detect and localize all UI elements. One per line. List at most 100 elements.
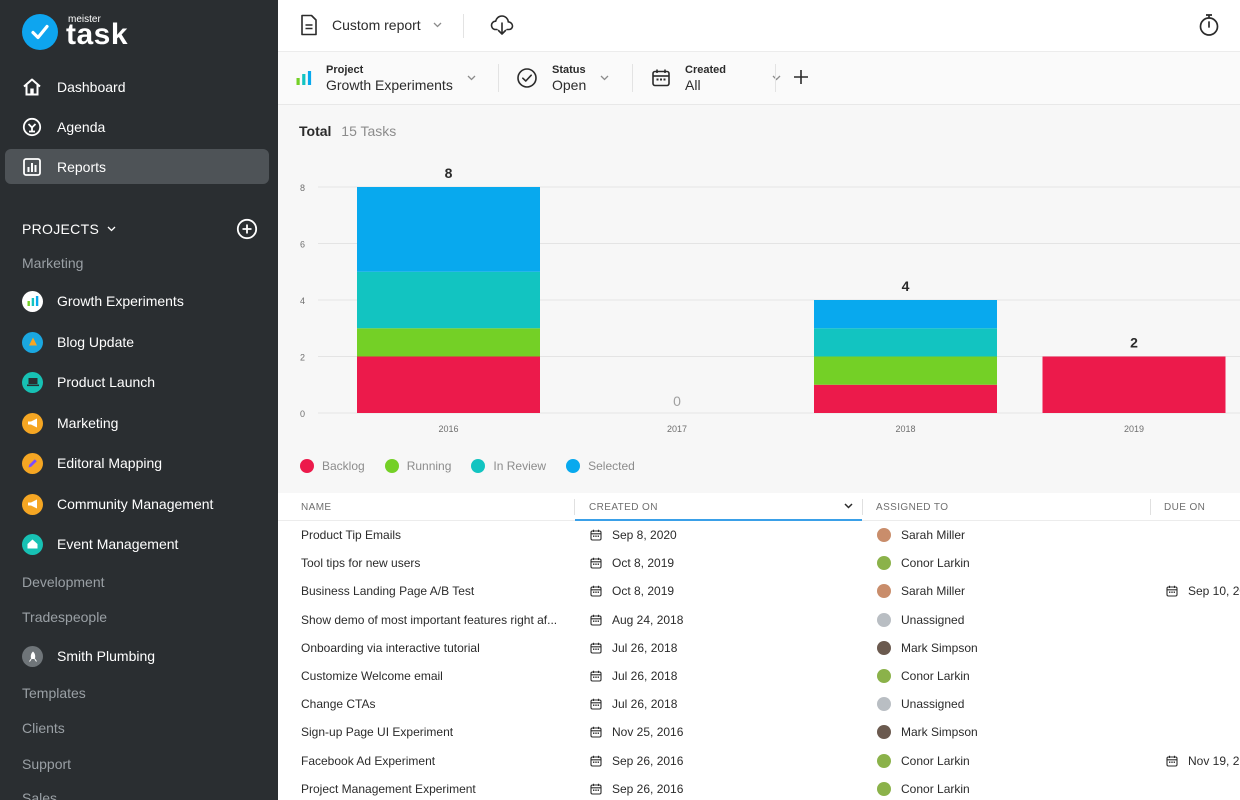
project-blog-update[interactable]: Blog Update (22, 329, 262, 355)
report-selector[interactable]: Custom report (300, 14, 442, 36)
assignee[interactable]: Conor Larkin (877, 753, 970, 768)
check-circle-icon (516, 67, 538, 89)
project-marketing[interactable]: Marketing (22, 410, 262, 436)
table-row[interactable]: Sign-up Page UI Experiment Nov 25, 2016 Ma… (278, 718, 1240, 746)
column-header-due[interactable]: DUE ON (1164, 502, 1206, 513)
project-event-management[interactable]: Event Management (22, 531, 262, 557)
assignee-name: Conor Larkin (901, 781, 970, 796)
bar-segment[interactable] (814, 384, 997, 413)
avatar (877, 781, 891, 796)
created-date-text: Jul 26, 2018 (612, 697, 678, 712)
legend-item[interactable]: Selected (566, 459, 635, 473)
bar-segment[interactable] (1042, 356, 1226, 414)
assignee[interactable]: Conor Larkin (877, 669, 970, 683)
task-name[interactable]: Tool tips for new users (301, 556, 421, 571)
timer-button[interactable] (1198, 13, 1220, 42)
table-row[interactable]: Business Landing Page A/B Test Oct 8, 201… (278, 577, 1240, 605)
project-editoral-mapping[interactable]: Editoral Mapping (22, 450, 262, 476)
avatar (877, 725, 891, 740)
legend-item[interactable]: In Review (471, 459, 546, 473)
calendar-icon (590, 670, 602, 682)
task-name[interactable]: Sign-up Page UI Experiment (301, 725, 454, 740)
bar-segment[interactable] (357, 271, 540, 329)
add-filter-button[interactable] (792, 68, 810, 91)
projects-toggle[interactable]: PROJECTS (22, 221, 116, 237)
nav-reports-label: Reports (57, 158, 107, 175)
y-tick-label: 6 (300, 240, 305, 250)
created-filter[interactable]: Created All (651, 61, 781, 95)
project-growth-experiments[interactable]: Growth Experiments (22, 288, 262, 314)
group-support[interactable]: Support (22, 756, 72, 772)
table-row[interactable]: Customize Welcome email Jul 26, 2018 Conor… (278, 662, 1240, 690)
group-clients[interactable]: Clients (22, 720, 65, 736)
rocket-icon (22, 645, 43, 667)
table-row[interactable]: Product Tip Emails Sep 8, 2020 Sarah Mille… (278, 521, 1240, 549)
project-smith-plumbing[interactable]: Smith Plumbing (22, 643, 262, 669)
assignee[interactable]: Mark Simpson (877, 725, 978, 740)
task-name[interactable]: Project Management Experiment (301, 781, 476, 796)
divider (632, 64, 633, 92)
created-date-text: Sep 26, 2016 (612, 781, 684, 796)
task-name[interactable]: Change CTAs (301, 697, 376, 712)
column-divider (574, 499, 575, 515)
table-row[interactable]: Show demo of most important features rig… (278, 606, 1240, 634)
sort-chevron-icon[interactable] (844, 503, 853, 509)
nav-dashboard[interactable]: Dashboard (5, 69, 269, 104)
task-name[interactable]: Customize Welcome email (301, 669, 443, 683)
assignee-name: Conor Larkin (901, 669, 970, 683)
assignee[interactable]: Sarah Miller (877, 584, 965, 599)
project-filter[interactable]: Project Growth Experiments (296, 61, 476, 95)
table-row[interactable]: Project Management Experiment Sep 26, 201… (278, 775, 1240, 800)
group-tradespeople[interactable]: Tradespeople (22, 609, 108, 625)
bar-segment[interactable] (814, 356, 997, 385)
group-templates[interactable]: Templates (22, 685, 86, 701)
column-header-created[interactable]: CREATED ON (589, 502, 658, 513)
table-row[interactable]: Change CTAs Jul 26, 2018 Unassigned (278, 690, 1240, 718)
task-name[interactable]: Product Tip Emails (301, 528, 402, 542)
created-date-text: Sep 26, 2016 (612, 753, 684, 768)
task-name[interactable]: Show demo of most important features rig… (301, 612, 558, 627)
nav-reports[interactable]: Reports (5, 149, 269, 184)
legend-item[interactable]: Running (384, 459, 451, 473)
project-label: Community Management (57, 496, 214, 512)
avatar (877, 669, 891, 683)
task-name[interactable]: Onboarding via interactive tutorial (301, 640, 480, 655)
project-product-launch[interactable]: Product Launch (22, 369, 262, 395)
calendar-icon (590, 614, 602, 626)
column-header-name[interactable]: NAME (301, 502, 332, 513)
legend-item[interactable]: Backlog (300, 459, 365, 473)
group-sales[interactable]: Sales (22, 790, 58, 800)
table-header: NAME CREATED ON ASSIGNED TO DUE ON (278, 493, 1240, 521)
nav-agenda[interactable]: Agenda (5, 109, 269, 144)
table-row[interactable]: Tool tips for new users Oct 8, 2019 Conor … (278, 549, 1240, 577)
task-name[interactable]: Business Landing Page A/B Test (301, 584, 475, 599)
bar-segment[interactable] (814, 300, 997, 329)
table-row[interactable]: Onboarding via interactive tutorial Jul 2… (278, 634, 1240, 662)
assignee[interactable]: Conor Larkin (877, 556, 970, 571)
assignee[interactable]: Conor Larkin (877, 781, 970, 796)
project-community-management[interactable]: Community Management (22, 491, 262, 517)
group-development[interactable]: Development (22, 574, 105, 590)
bar-segment[interactable] (814, 328, 997, 357)
legend-swatch (471, 459, 486, 473)
app-logo[interactable]: meister task (22, 14, 128, 50)
assignee[interactable]: Unassigned (877, 697, 964, 712)
legend-label: Backlog (322, 459, 365, 473)
group-marketing[interactable]: Marketing (22, 255, 84, 271)
assignee[interactable]: Unassigned (877, 612, 964, 627)
add-project-icon[interactable] (236, 218, 258, 240)
created-date-text: Jul 26, 2018 (612, 669, 678, 683)
assignee[interactable]: Sarah Miller (877, 528, 965, 542)
export-button[interactable] (490, 14, 514, 41)
bar-segment[interactable] (357, 356, 540, 414)
avatar (877, 528, 891, 542)
assignee[interactable]: Mark Simpson (877, 640, 978, 655)
chart-legend: Backlog Running In Review Selected (300, 459, 655, 473)
bar-segment[interactable] (357, 328, 540, 357)
column-header-assigned[interactable]: ASSIGNED TO (876, 502, 949, 513)
task-name[interactable]: Facebook Ad Experiment (301, 753, 436, 768)
status-filter[interactable]: Status Open (516, 61, 609, 95)
bar-total-label: 4 (902, 278, 910, 294)
table-row[interactable]: Facebook Ad Experiment Sep 26, 2016 Conor … (278, 747, 1240, 775)
bar-segment[interactable] (357, 187, 540, 272)
